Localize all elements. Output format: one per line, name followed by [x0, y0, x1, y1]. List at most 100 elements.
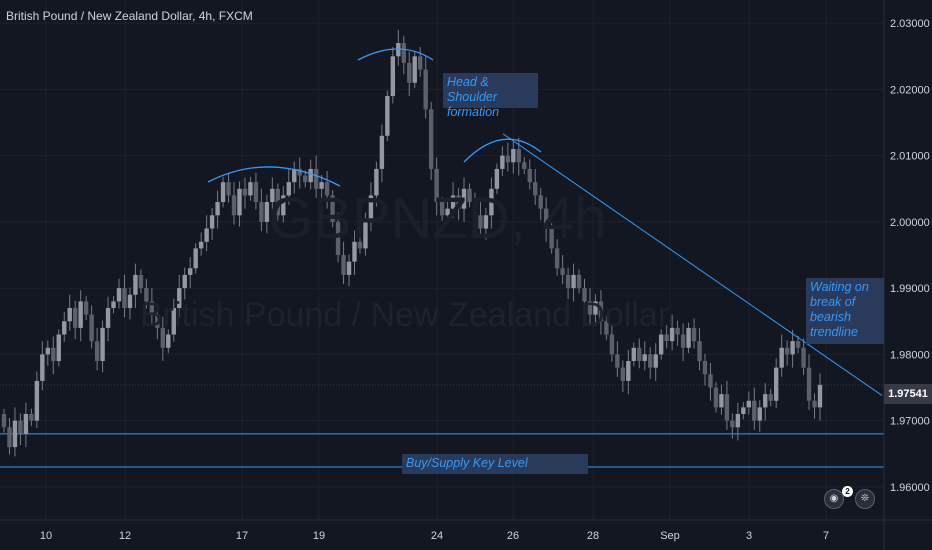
- candle: [188, 257, 193, 289]
- candle: [264, 194, 270, 234]
- candle: [105, 296, 111, 342]
- candle: [396, 29, 401, 66]
- x-tick-label: 7: [823, 530, 829, 542]
- price-axis[interactable]: 2.03000 2.02000 2.01000 2.00000 1.99000 1.980…: [890, 18, 930, 494]
- y-tick-label: 2.00000: [890, 217, 930, 229]
- y-tick-label: 2.02000: [890, 84, 930, 96]
- candle: [133, 263, 138, 309]
- candle: [18, 413, 23, 446]
- candle: [149, 288, 155, 324]
- candle: [78, 290, 83, 342]
- candle: [292, 161, 297, 194]
- x-tick-label: 24: [431, 530, 443, 542]
- candle: [691, 318, 697, 349]
- candle: [226, 172, 231, 203]
- candle: [708, 363, 713, 401]
- candle: [648, 347, 653, 379]
- candle: [450, 182, 456, 218]
- candle: [111, 296, 116, 314]
- candle: [198, 232, 204, 256]
- candle: [478, 202, 483, 238]
- candle: [45, 340, 51, 366]
- candle: [62, 312, 67, 342]
- x-tick-label: 17: [236, 530, 248, 542]
- candle: [242, 177, 248, 209]
- candle: [543, 197, 549, 242]
- globe-icon[interactable]: ◉: [824, 489, 844, 509]
- candle: [664, 325, 669, 349]
- candle: [100, 320, 105, 373]
- candle: [637, 338, 642, 369]
- candle: [281, 186, 286, 223]
- head-shoulder-note[interactable]: Head & Shoulder formation: [443, 73, 538, 119]
- left-shoulder-arc: [207, 166, 341, 187]
- candle: [669, 314, 675, 351]
- candle: [313, 155, 319, 199]
- candle: [418, 47, 423, 77]
- candle: [94, 327, 100, 371]
- candle: [259, 188, 264, 232]
- candle: [160, 316, 166, 362]
- bearish-trendline[interactable]: [502, 133, 883, 396]
- candle: [582, 278, 587, 309]
- candle: [549, 223, 554, 254]
- candle: [407, 51, 412, 97]
- flag-icon[interactable]: ❊: [855, 489, 875, 509]
- candle: [658, 329, 664, 360]
- candle: [357, 236, 363, 254]
- candle: [346, 254, 352, 287]
- x-tick-label: 12: [119, 530, 131, 542]
- candle: [522, 156, 527, 175]
- x-tick-label: Sep: [660, 530, 680, 542]
- trendline-break-note[interactable]: Waiting on break of bearish trendline: [806, 278, 884, 344]
- candle: [363, 212, 368, 256]
- candle: [412, 51, 417, 89]
- candle: [483, 208, 489, 240]
- candle: [352, 230, 357, 275]
- candle: [270, 177, 275, 216]
- key-level-note[interactable]: Buy/Supply Key Level: [402, 454, 588, 474]
- watermark-name: British Pound / New Zealand Dollar: [140, 296, 670, 334]
- candle: [505, 142, 511, 172]
- candle: [719, 384, 724, 415]
- candle: [533, 168, 538, 205]
- candle: [795, 335, 801, 354]
- candle: [56, 329, 61, 367]
- candle: [538, 188, 543, 220]
- candle: [697, 327, 702, 371]
- time-axis[interactable]: 10 12 17 19 24 26 28 Sep 3 7: [40, 530, 829, 542]
- x-tick-label: 19: [313, 530, 325, 542]
- x-tick-label: 10: [40, 530, 52, 542]
- candle: [587, 288, 593, 324]
- watermark-ticker: GBPNZD, 4h: [268, 186, 607, 251]
- candle: [72, 300, 78, 340]
- candle: [330, 190, 335, 228]
- candle: [445, 199, 450, 223]
- candle: [461, 177, 467, 222]
- candle: [177, 274, 182, 318]
- candle: [237, 181, 242, 227]
- candle: [593, 294, 598, 326]
- x-tick-label: 28: [587, 530, 599, 542]
- candle: [604, 315, 609, 340]
- candle: [598, 290, 604, 335]
- candle: [735, 402, 741, 441]
- candle: [204, 215, 209, 252]
- candle: [801, 338, 806, 375]
- y-tick-label: 1.96000: [890, 482, 930, 494]
- candle: [23, 402, 29, 448]
- candle: [609, 325, 615, 362]
- y-tick-label: 2.03000: [890, 18, 930, 30]
- candle: [138, 269, 144, 294]
- candle: [390, 47, 396, 104]
- candle: [193, 243, 198, 274]
- candle: [752, 387, 757, 430]
- candle: [642, 341, 647, 371]
- right-shoulder-arc: [463, 138, 542, 163]
- candle: [571, 263, 576, 302]
- candle: [576, 269, 582, 294]
- trendline-segment[interactable]: [502, 133, 883, 396]
- current-price-label: 1.97541: [884, 384, 932, 404]
- candle: [89, 305, 94, 349]
